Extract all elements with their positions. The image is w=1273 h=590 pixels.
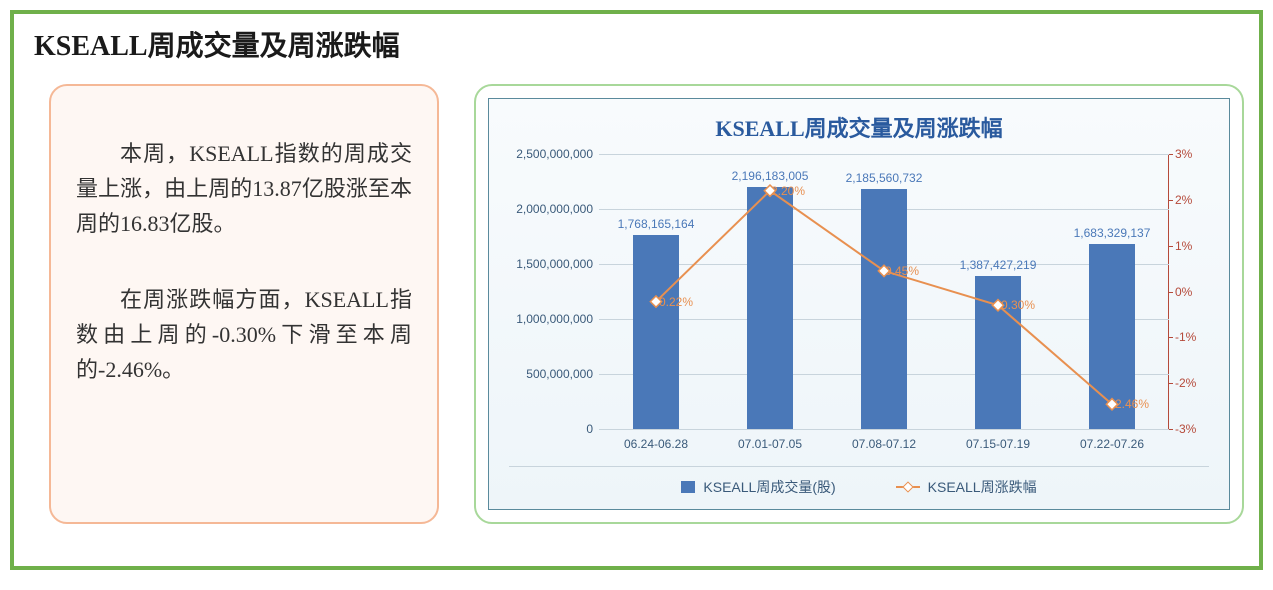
y-right-tick-mark xyxy=(1169,200,1173,201)
y-right-tick-mark xyxy=(1169,292,1173,293)
y-right-tick: 2% xyxy=(1175,193,1192,207)
y-right-tick-mark xyxy=(1169,154,1173,155)
legend-line-swatch xyxy=(896,486,920,488)
legend-bar-label: KSEALL周成交量(股) xyxy=(703,477,835,497)
y-right-tick: 0% xyxy=(1175,285,1192,299)
y-right-tick: -2% xyxy=(1175,376,1196,390)
y-left-tick: 1,000,000,000 xyxy=(516,312,593,326)
y-right-tick: 3% xyxy=(1175,147,1192,161)
y-right-tick-mark xyxy=(1169,383,1173,384)
slide-title: KSEALL周成交量及周涨跌幅 xyxy=(34,24,400,64)
line-path xyxy=(656,191,1112,405)
legend-line-item: KSEALL周涨跌幅 xyxy=(896,477,1037,497)
plot-area: 0500,000,0001,000,000,0001,500,000,0002,… xyxy=(599,154,1169,429)
y-right-tick-mark xyxy=(1169,246,1173,247)
y-left-tick: 500,000,000 xyxy=(526,367,593,381)
paragraph-2: 在周涨跌幅方面，KSEALL指数由上周的-0.30%下滑至本周的-2.46%。 xyxy=(76,282,412,388)
y-right-tick: -1% xyxy=(1175,330,1196,344)
y-left-tick: 2,000,000,000 xyxy=(516,202,593,216)
legend: KSEALL周成交量(股) KSEALL周涨跌幅 xyxy=(509,466,1209,497)
x-tick-label: 06.24-06.28 xyxy=(624,437,688,451)
paragraph-1: 本周，KSEALL指数的周成交量上涨，由上周的13.87亿股涨至本周的16.83… xyxy=(76,136,412,242)
legend-line-label: KSEALL周涨跌幅 xyxy=(928,477,1037,497)
grid-line xyxy=(599,429,1169,430)
y-left-tick: 1,500,000,000 xyxy=(516,257,593,271)
chart-panel: KSEALL周成交量及周涨跌幅 0500,000,0001,000,000,00… xyxy=(474,84,1244,524)
y-right-tick: 1% xyxy=(1175,239,1192,253)
line-svg xyxy=(599,154,1169,429)
chart-box: KSEALL周成交量及周涨跌幅 0500,000,0001,000,000,00… xyxy=(488,98,1230,510)
text-panel: 本周，KSEALL指数的周成交量上涨，由上周的13.87亿股涨至本周的16.83… xyxy=(49,84,439,524)
chart-title: KSEALL周成交量及周涨跌幅 xyxy=(489,111,1229,143)
x-tick-label: 07.22-07.26 xyxy=(1080,437,1144,451)
y-left-tick: 2,500,000,000 xyxy=(516,147,593,161)
legend-bar-swatch xyxy=(681,481,695,493)
legend-bar-item: KSEALL周成交量(股) xyxy=(681,477,835,497)
x-tick-label: 07.01-07.05 xyxy=(738,437,802,451)
x-tick-label: 07.15-07.19 xyxy=(966,437,1030,451)
y-right-tick-mark xyxy=(1169,429,1173,430)
y-right-tick: -3% xyxy=(1175,422,1196,436)
x-tick-label: 07.08-07.12 xyxy=(852,437,916,451)
y-right-tick-mark xyxy=(1169,337,1173,338)
y-left-tick: 0 xyxy=(586,422,593,436)
slide-frame: KSEALL周成交量及周涨跌幅 本周，KSEALL指数的周成交量上涨，由上周的1… xyxy=(10,10,1263,570)
